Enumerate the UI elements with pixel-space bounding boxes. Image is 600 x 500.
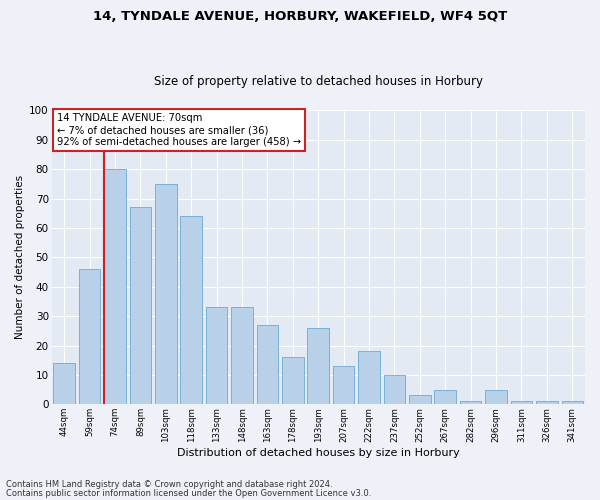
Bar xyxy=(383,375,405,404)
Text: Contains HM Land Registry data © Crown copyright and database right 2024.: Contains HM Land Registry data © Crown c… xyxy=(6,480,332,489)
Bar xyxy=(181,216,202,404)
Bar xyxy=(104,170,126,404)
Bar xyxy=(460,402,481,404)
Bar xyxy=(536,402,557,404)
Bar xyxy=(155,184,176,404)
Text: Contains public sector information licensed under the Open Government Licence v3: Contains public sector information licen… xyxy=(6,488,371,498)
Bar xyxy=(333,366,355,405)
X-axis label: Distribution of detached houses by size in Horbury: Distribution of detached houses by size … xyxy=(177,448,460,458)
Bar xyxy=(231,308,253,404)
Bar xyxy=(562,402,583,404)
Bar xyxy=(358,352,380,405)
Bar xyxy=(307,328,329,404)
Bar xyxy=(485,390,507,404)
Y-axis label: Number of detached properties: Number of detached properties xyxy=(15,176,25,340)
Bar xyxy=(434,390,456,404)
Bar xyxy=(409,396,431,404)
Bar xyxy=(257,325,278,404)
Bar xyxy=(79,269,100,404)
Bar xyxy=(130,208,151,404)
Bar xyxy=(53,363,75,405)
Bar xyxy=(206,308,227,404)
Text: 14, TYNDALE AVENUE, HORBURY, WAKEFIELD, WF4 5QT: 14, TYNDALE AVENUE, HORBURY, WAKEFIELD, … xyxy=(93,10,507,23)
Text: 14 TYNDALE AVENUE: 70sqm
← 7% of detached houses are smaller (36)
92% of semi-de: 14 TYNDALE AVENUE: 70sqm ← 7% of detache… xyxy=(57,114,301,146)
Bar xyxy=(511,402,532,404)
Bar xyxy=(282,358,304,405)
Title: Size of property relative to detached houses in Horbury: Size of property relative to detached ho… xyxy=(154,76,483,88)
